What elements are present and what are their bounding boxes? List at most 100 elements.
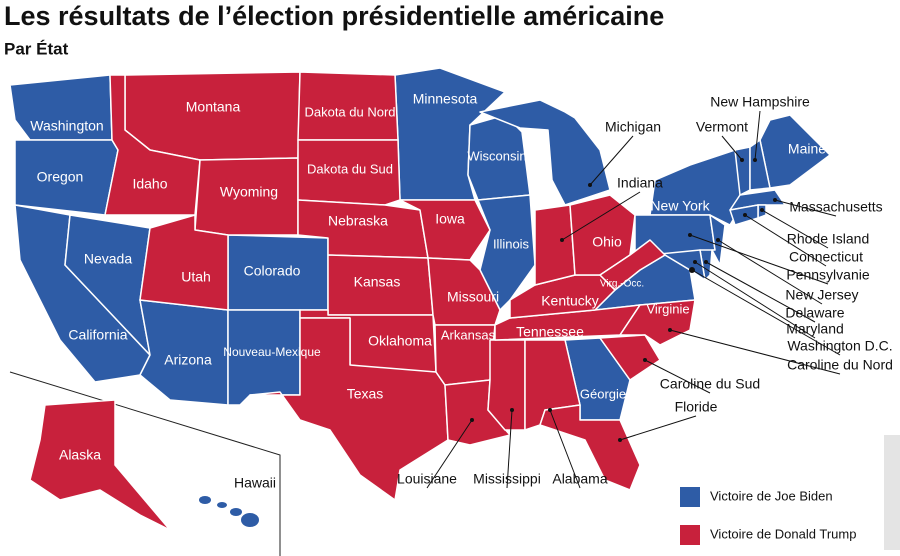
state-label: Massachusetts (789, 199, 882, 215)
leader-dot (743, 213, 747, 217)
state-label: Connecticut (789, 249, 863, 265)
leader-dot (716, 238, 720, 242)
state-label: Virginie (646, 301, 689, 316)
leader-line (644, 359, 711, 394)
state-label: Idaho (132, 176, 167, 192)
leader-dot (588, 183, 592, 187)
state-label: New Hampshire (710, 94, 810, 110)
state (599, 239, 666, 291)
state-label: New York (650, 198, 710, 214)
leader-line (691, 269, 841, 356)
states (9, 67, 831, 531)
state-label: Virg.-Occ. (600, 279, 644, 290)
state-label: Washington D.C. (787, 338, 892, 354)
leader-line (705, 261, 816, 323)
state-label: Géorgie (580, 386, 626, 401)
leader-dot (753, 158, 757, 162)
leader-line (744, 214, 827, 267)
state-label: Ohio (592, 234, 622, 250)
leader-dot (560, 238, 564, 242)
leader-line (774, 199, 837, 217)
leader-dot (618, 438, 622, 442)
state-label: Alaska (59, 447, 101, 463)
state-label: Pennsylvanie (786, 267, 869, 283)
state-label: Nebraska (328, 213, 388, 229)
leader-dot (773, 198, 777, 202)
leader-line (754, 110, 761, 161)
state (194, 157, 299, 236)
leader-line (506, 409, 513, 489)
state-label: Iowa (435, 211, 465, 227)
state-label: Mississippi (473, 471, 541, 487)
scroll-hint (884, 435, 900, 550)
state-label: Caroline du Sud (660, 376, 760, 392)
leader-line (589, 135, 634, 186)
leader-line (721, 135, 743, 161)
leader-line (549, 409, 581, 489)
leader-line (689, 234, 829, 285)
state-label: Arizona (164, 352, 212, 368)
inset-border (9, 371, 281, 556)
state-label: Missouri (447, 289, 499, 305)
state-label: Tennessee (516, 324, 584, 340)
island (241, 513, 259, 527)
state-label: Oregon (37, 169, 84, 185)
leader-dot (704, 260, 708, 264)
island (217, 502, 227, 508)
state-label: Rhode Island (787, 231, 870, 247)
state (297, 139, 401, 206)
leader-line (669, 329, 841, 375)
leader-dot (548, 408, 552, 412)
legend: Victoire de Joe Biden Victoire de Donald … (680, 487, 856, 545)
state-label: Indiana (617, 175, 663, 191)
state-label: Dakota du Sud (307, 161, 393, 176)
state-label: Kansas (354, 274, 401, 290)
state-label: California (68, 327, 127, 343)
state-label: Louisiane (397, 471, 457, 487)
state-label: New Jersey (785, 287, 858, 303)
state-label: Floride (675, 399, 718, 415)
leader-line (561, 191, 641, 241)
state-label: Washington (30, 118, 103, 134)
state-label: Wyoming (220, 184, 278, 200)
legend-label: Victoire de Donald Trump (710, 526, 856, 541)
leader-dot (510, 408, 514, 412)
legend-swatch (680, 487, 700, 507)
leader-line (619, 415, 697, 441)
island (199, 496, 211, 504)
island (230, 508, 242, 516)
leader-dot (643, 358, 647, 362)
state-label: Colorado (244, 263, 301, 279)
state-label: Arkansas (441, 327, 496, 342)
state-label: Nouveau-Mexique (223, 345, 321, 359)
leader-line (761, 209, 829, 249)
state-label: Texas (347, 386, 384, 402)
state-label: Wisconsin (467, 148, 526, 163)
leader-line (426, 419, 473, 489)
leader-dot (668, 328, 672, 332)
state-label: Montana (186, 99, 241, 115)
state (479, 99, 611, 206)
state-label: Hawaii (234, 475, 276, 491)
state (599, 334, 661, 381)
state-label: Illinois (493, 236, 530, 251)
leader-dot (760, 208, 764, 212)
leader-line (717, 239, 823, 305)
state (477, 194, 536, 311)
state (124, 71, 301, 161)
state-label: Alabama (552, 471, 607, 487)
state-label: Vermont (696, 119, 748, 135)
leader-dot (470, 418, 474, 422)
state (487, 339, 526, 431)
state (427, 257, 501, 326)
state-label: Minnesota (413, 91, 478, 107)
title: Les résultats de l’élection présidentiel… (4, 1, 664, 31)
labels: Washington Oregon California Nevada Arizona C… (30, 91, 893, 491)
state (249, 317, 449, 501)
legend-label: Victoire de Joe Biden (710, 488, 833, 503)
subtitle: Par État (4, 39, 69, 58)
leader-dot (740, 158, 744, 162)
state-label: Utah (181, 269, 211, 285)
state-label: Michigan (605, 119, 661, 135)
